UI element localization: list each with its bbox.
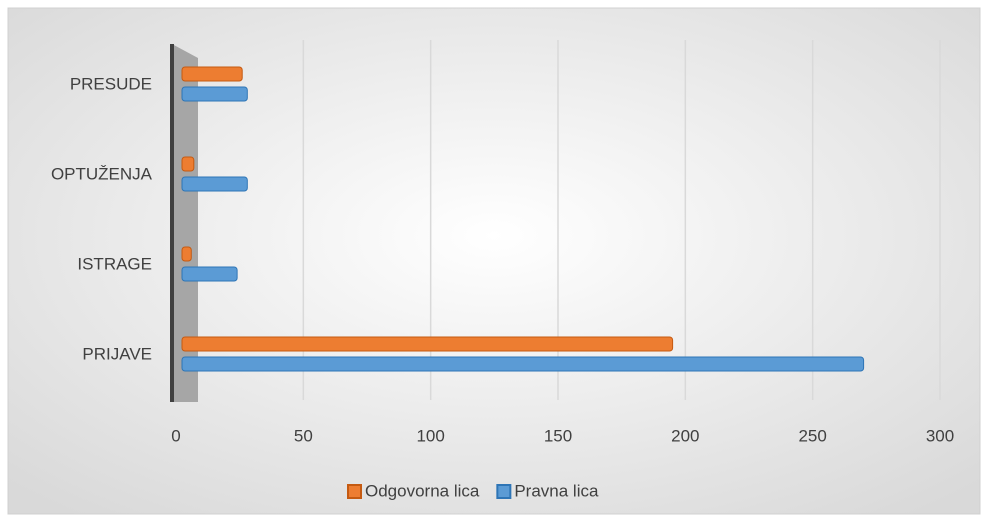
- y-tick-label: PRIJAVE: [82, 344, 152, 363]
- bar: [181, 336, 674, 352]
- chart-background: [7, 7, 981, 515]
- x-tick-label: 250: [798, 426, 826, 445]
- x-tick-label: 300: [926, 426, 954, 445]
- bar: [181, 156, 195, 172]
- legend-swatch: [347, 484, 362, 499]
- x-tick-label: 0: [171, 426, 180, 445]
- legend-swatch: [496, 484, 512, 499]
- bar: [181, 266, 238, 282]
- x-tick-label: 150: [544, 426, 572, 445]
- bar: [181, 86, 248, 102]
- x-tick-label: 50: [294, 426, 313, 445]
- legend-label: Pravna lica: [514, 481, 599, 500]
- x-tick-label: 200: [671, 426, 699, 445]
- side-wall: [172, 44, 198, 402]
- bar: [181, 356, 865, 372]
- bar: [181, 246, 192, 262]
- legend-label: Odgovorna lica: [365, 481, 480, 500]
- bar: [181, 66, 243, 82]
- bar: [181, 176, 248, 192]
- legend: Odgovorna lica Pravna lica: [347, 481, 599, 500]
- y-tick-label: ISTRAGE: [77, 254, 152, 273]
- y-tick-label: PRESUDE: [70, 74, 152, 93]
- y-tick-label: OPTUŽENJA: [51, 164, 153, 183]
- x-tick-label: 100: [416, 426, 444, 445]
